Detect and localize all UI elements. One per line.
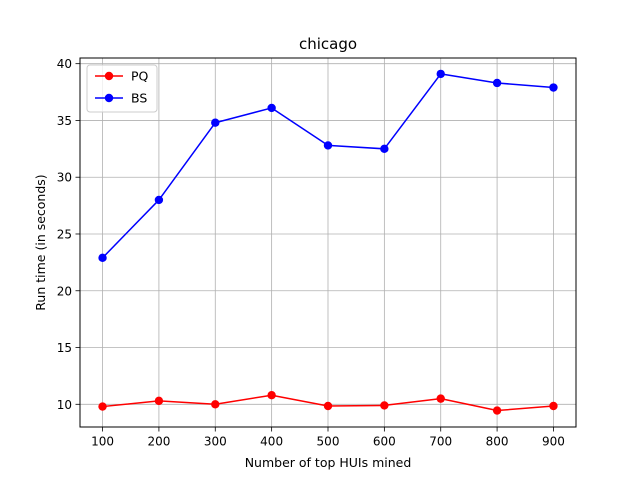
legend-label-pq: PQ (131, 69, 149, 84)
data-point-bs (267, 103, 276, 113)
y-tick-label: 35 (57, 114, 72, 128)
x-tick-label: 400 (260, 435, 283, 449)
data-point-bs (98, 253, 107, 263)
x-tick-label: 900 (542, 435, 565, 449)
legend-marker-bs (104, 93, 114, 103)
data-point-bs (154, 195, 164, 205)
data-point-bs (323, 141, 333, 150)
legend: PQ BS (86, 64, 158, 113)
y-tick-label: 10 (57, 398, 72, 412)
data-point-pq (380, 401, 389, 410)
data-point-bs (549, 83, 558, 92)
x-tick-label: 800 (486, 435, 509, 449)
data-point-pq (492, 406, 502, 415)
y-tick-label: 20 (57, 284, 72, 298)
y-tick-label: 30 (57, 171, 72, 185)
x-tick-label: 500 (317, 435, 340, 449)
data-point-pq (211, 400, 220, 409)
y-axis-ticks: 10 15 20 25 30 35 40 (57, 57, 80, 412)
data-point-pq (98, 402, 107, 411)
chart-title: chicago (299, 35, 357, 53)
data-point-pq (549, 401, 558, 411)
legend-marker-pq (104, 71, 114, 81)
series-lines (98, 69, 558, 415)
x-axis-label: Number of top HUIs mined (245, 455, 412, 470)
data-point-pq (323, 401, 333, 411)
legend-label-bs: BS (131, 91, 147, 106)
x-tick-label: 700 (429, 435, 452, 449)
x-tick-label: 600 (373, 435, 396, 449)
data-point-bs (211, 118, 220, 127)
y-tick-label: 15 (57, 341, 72, 355)
data-point-bs (380, 144, 389, 154)
x-tick-label: 100 (91, 435, 114, 449)
y-tick-label: 40 (57, 57, 72, 71)
x-axis-ticks: 100 200 300 400 500 600 700 800 900 (91, 427, 565, 449)
x-tick-label: 300 (204, 435, 227, 449)
data-point-bs (492, 78, 502, 88)
data-point-pq (154, 396, 164, 406)
y-tick-label: 25 (57, 227, 72, 241)
data-point-pq (267, 391, 276, 400)
y-axis-label: Run time (in seconds) (33, 174, 48, 310)
grid-lines (80, 58, 576, 427)
legend-entry-pq: PQ (95, 69, 149, 84)
legend-entry-bs: BS (95, 91, 147, 106)
data-point-bs (436, 69, 445, 79)
x-tick-label: 200 (147, 435, 170, 449)
data-point-pq (436, 394, 445, 403)
